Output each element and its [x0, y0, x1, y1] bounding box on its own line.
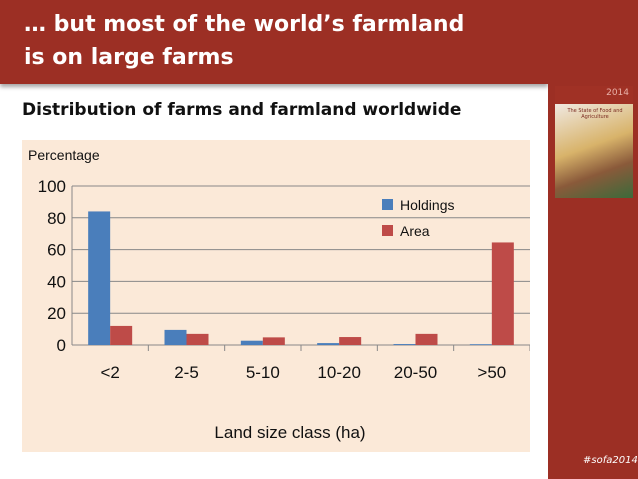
bar-area	[491, 242, 514, 345]
y-tick-label: 20	[47, 304, 66, 323]
chart-subtitle: Distribution of farms and farmland world…	[22, 100, 462, 120]
slide-title: … but most of the world’s farmland is on…	[24, 8, 544, 74]
x-tick-label: 20-50	[394, 363, 437, 382]
legend-swatch	[382, 199, 393, 210]
x-tick-label: 2-5	[174, 363, 199, 382]
bar-holdings	[240, 340, 263, 345]
chart-area: Percentage Land size class (ha) 0 20 40 60 8…	[22, 140, 530, 452]
bar-holdings	[393, 344, 416, 345]
y-tick-label: 60	[47, 241, 66, 260]
bar-holdings	[317, 343, 340, 345]
y-tick-label: 100	[38, 177, 66, 196]
title-line-2: is on large farms	[24, 45, 234, 70]
y-tick-label: 0	[57, 336, 66, 355]
bar-chart: Percentage Land size class (ha) 0 20 40 60 8…	[28, 147, 530, 442]
bar-area	[339, 337, 362, 345]
legend-label: Holdings	[400, 197, 454, 213]
bar-area	[110, 325, 133, 345]
title-bar: … but most of the world’s farmland is on…	[0, 0, 548, 84]
x-tick-label: <2	[100, 363, 119, 382]
y-tick-label: 40	[47, 272, 66, 291]
title-line-1: … but most of the world’s farmland	[24, 12, 465, 37]
bar-area	[415, 333, 438, 345]
cover-year: 2014	[606, 88, 629, 98]
y-axis-label: Percentage	[28, 147, 100, 163]
hashtag: #sofa2014	[583, 455, 638, 466]
x-tick-label: >50	[477, 363, 506, 382]
legend-swatch	[382, 225, 393, 236]
side-panel	[548, 0, 638, 479]
report-cover-image: 2014 The State of Food and Agriculture	[555, 86, 633, 198]
legend-label: Area	[400, 223, 430, 239]
x-axis-label: Land size class (ha)	[214, 423, 365, 442]
bar-holdings	[164, 329, 187, 345]
cover-title: The State of Food and Agriculture	[567, 108, 623, 120]
x-tick-label: 10-20	[317, 363, 360, 382]
bar-area	[186, 333, 209, 345]
bar-holdings	[469, 344, 492, 345]
y-tick-label: 80	[47, 209, 66, 228]
bar-holdings	[88, 211, 111, 345]
bar-area	[262, 337, 285, 345]
x-tick-label: 5-10	[246, 363, 280, 382]
